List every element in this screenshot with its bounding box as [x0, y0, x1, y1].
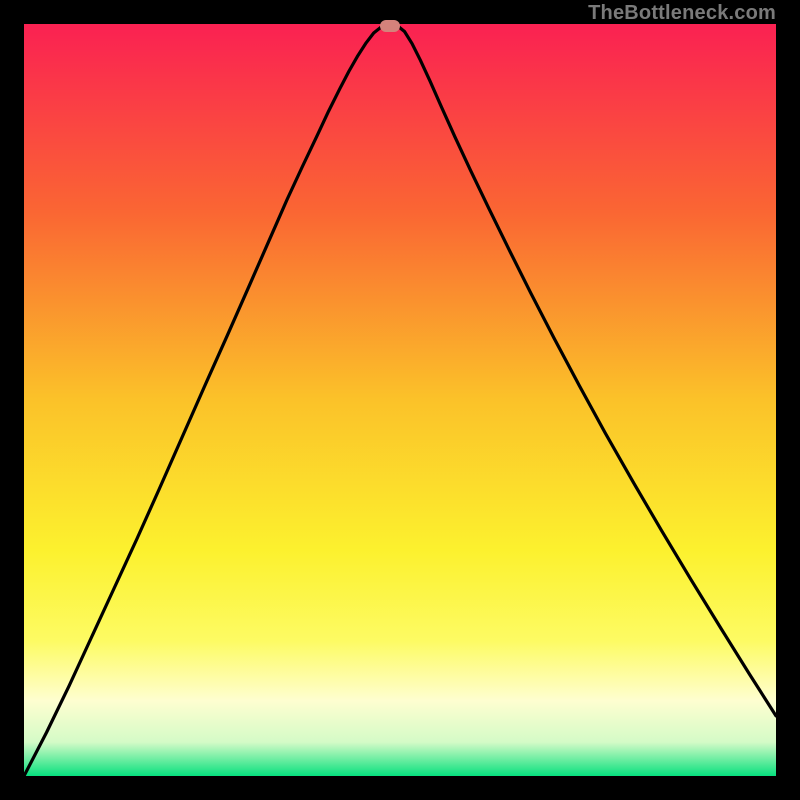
watermark-text: TheBottleneck.com [588, 2, 776, 25]
optimum-marker [380, 20, 400, 32]
curve-layer [24, 24, 776, 776]
plot-area [24, 24, 776, 776]
bottleneck-curve [24, 25, 776, 776]
chart-frame: TheBottleneck.com [0, 0, 800, 800]
